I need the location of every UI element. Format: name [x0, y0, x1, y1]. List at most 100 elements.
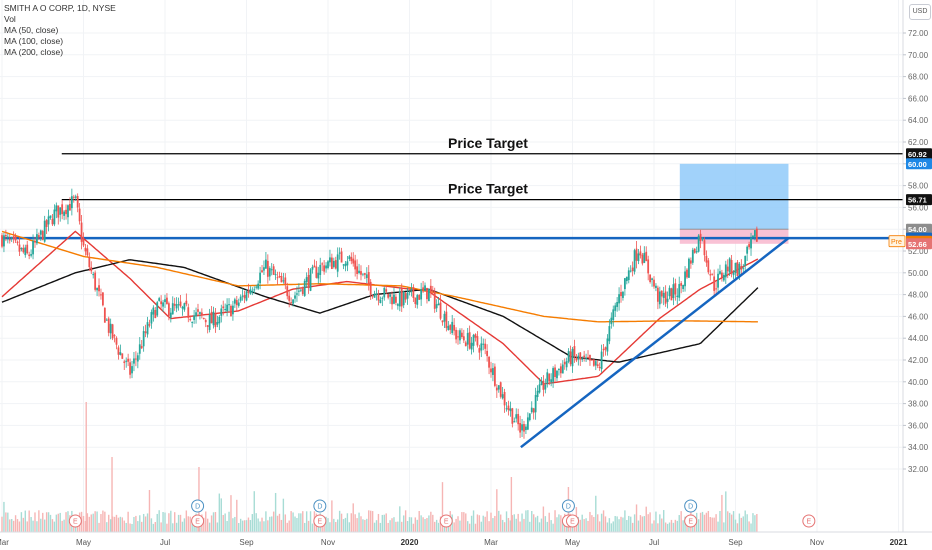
candle-body	[290, 302, 293, 304]
volume-bar	[16, 519, 19, 532]
volume-bar	[612, 521, 614, 532]
earnings-marker[interactable]: E	[439, 514, 453, 528]
volume-bar	[404, 510, 407, 532]
volume-bar	[261, 517, 263, 532]
support-trendline	[520, 237, 790, 449]
volume-bar	[40, 518, 42, 532]
candle-body	[408, 291, 411, 293]
candle-body	[381, 297, 384, 299]
event-letter: E	[570, 519, 575, 526]
candle-body	[410, 288, 413, 291]
time-tick-label: Mar	[484, 538, 498, 547]
volume-bar	[346, 513, 349, 532]
price-tick-label: 36.00	[908, 421, 929, 430]
volume-bar	[709, 517, 711, 532]
volume-bar	[348, 522, 351, 532]
indicator-vol[interactable]: Vol	[4, 14, 16, 24]
volume-bar	[511, 515, 514, 532]
candle-body	[391, 296, 393, 305]
volume-bar	[129, 523, 131, 532]
candle-body	[113, 335, 116, 337]
price-label-bg	[906, 158, 932, 170]
time-tick-label: 2021	[890, 538, 908, 547]
candle-body	[490, 368, 492, 373]
earnings-marker[interactable]: E	[313, 514, 327, 528]
volume-bar	[668, 522, 671, 532]
candle-body	[100, 294, 102, 296]
candle-body	[276, 277, 279, 279]
candle-body	[544, 384, 547, 390]
volume-bar	[492, 518, 494, 532]
volume-bar	[100, 514, 102, 532]
volume-bar	[239, 518, 242, 532]
volume-bar	[387, 522, 389, 532]
event-circle	[684, 514, 698, 528]
candle-body	[412, 287, 415, 298]
volume-bar	[418, 511, 420, 532]
event-letter: D	[566, 504, 571, 511]
earnings-marker[interactable]: E	[191, 514, 205, 528]
event-circle	[439, 514, 453, 528]
volume-bar	[742, 516, 744, 532]
indicator-ma200[interactable]: MA (200, close)	[4, 47, 64, 57]
candle-body	[395, 296, 397, 303]
candle-body	[678, 284, 681, 298]
candle-body	[639, 251, 642, 256]
volume-bar	[257, 518, 259, 532]
event-circle	[191, 514, 205, 528]
volume-bar	[162, 511, 164, 532]
volume-bar	[505, 511, 508, 532]
volume-bar	[657, 523, 659, 532]
candle-body	[136, 355, 139, 362]
volume-bar	[350, 513, 352, 532]
volume-bar	[736, 523, 739, 532]
indicator-ma100[interactable]: MA (100, close)	[4, 36, 64, 46]
candle-body	[691, 249, 694, 263]
candle-body	[354, 260, 357, 270]
time-tick-label: Nov	[321, 538, 335, 547]
volume-bar	[139, 515, 141, 532]
price-tick-label: 50.00	[908, 269, 929, 278]
volume-bar	[226, 520, 228, 532]
volume-bar	[468, 523, 471, 532]
volume-bar	[9, 519, 11, 532]
candle-body	[115, 337, 118, 345]
volume-bar	[286, 522, 288, 532]
volume-bar	[478, 515, 481, 532]
volume-bar	[170, 510, 172, 532]
volume-bar	[369, 510, 372, 532]
candle-body	[224, 308, 227, 310]
candle-body	[433, 291, 436, 309]
candle-body	[352, 258, 355, 264]
candle-body	[1, 235, 3, 247]
dividend-marker[interactable]: D	[561, 499, 575, 513]
candle-body	[218, 317, 221, 324]
dividend-marker[interactable]: D	[191, 499, 205, 513]
earnings-marker[interactable]: E	[802, 514, 816, 528]
volume-bar	[117, 517, 120, 532]
volume-bar	[203, 517, 205, 532]
candle-body	[643, 252, 646, 263]
volume-bar	[232, 518, 234, 532]
candle-body	[67, 205, 69, 218]
volume-bar	[321, 523, 323, 532]
candle-body	[499, 382, 502, 397]
earnings-marker[interactable]: E	[566, 514, 579, 528]
dividend-marker[interactable]: D	[313, 499, 327, 513]
earnings-marker[interactable]: E	[684, 514, 698, 528]
volume-bar	[125, 522, 127, 532]
volume-bar	[115, 514, 118, 532]
indicator-ma50[interactable]: MA (50, close)	[4, 25, 59, 35]
price-tick-label: 56.00	[908, 203, 929, 212]
dividend-marker[interactable]: D	[684, 499, 698, 513]
volume-bar	[672, 522, 675, 532]
currency-button[interactable]: USD	[909, 4, 931, 20]
volume-bar	[191, 522, 193, 532]
candle-body	[581, 358, 584, 360]
volume-bar	[59, 512, 61, 532]
volume-bar	[597, 514, 599, 532]
earnings-marker[interactable]: E	[68, 514, 82, 528]
volume-bar	[36, 521, 38, 532]
candle-body	[111, 324, 114, 339]
